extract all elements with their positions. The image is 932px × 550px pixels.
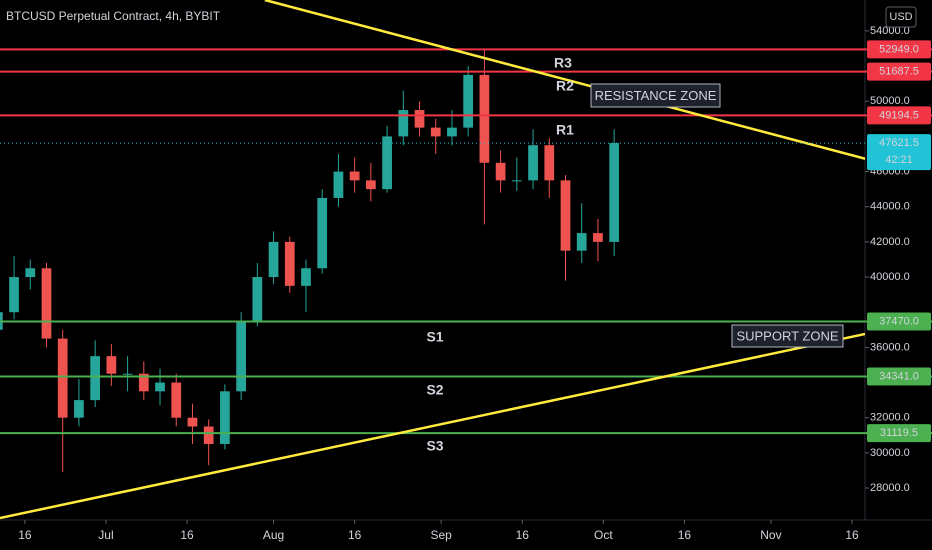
candle-body — [414, 110, 425, 128]
x-tick-label: 16 — [18, 528, 32, 542]
candle-body — [41, 268, 52, 339]
candle-body — [366, 180, 376, 190]
zone-box — [590, 83, 721, 108]
level-label: 49194.5 — [879, 109, 919, 121]
last-price-label: 47621.5 — [879, 137, 919, 149]
y-tick-label: 54000.0 — [870, 25, 910, 37]
y-tick-label: 44000.0 — [870, 201, 910, 213]
y-tick-label: 30000.0 — [870, 447, 910, 459]
candle-body — [528, 145, 538, 181]
candle-body — [301, 268, 311, 286]
x-tick-label: Sep — [430, 528, 452, 542]
level-annotation: R2 — [556, 78, 574, 94]
x-tick-label: Aug — [263, 528, 284, 542]
x-tick-label: Jul — [98, 528, 113, 542]
candle-body — [463, 74, 474, 128]
y-tick-label: 50000.0 — [870, 95, 910, 107]
y-tick-label: 32000.0 — [870, 412, 910, 424]
chart-title: BTCUSD Perpetual Contract, 4h, BYBIT — [6, 9, 221, 23]
candle-body — [268, 241, 279, 278]
level-label-box — [867, 40, 931, 59]
candle-body — [430, 127, 441, 137]
level-label: 37470.0 — [879, 315, 919, 327]
candle-body — [479, 74, 490, 163]
candle-body — [9, 277, 19, 313]
candle-body — [171, 382, 182, 418]
level-label-box — [867, 424, 931, 443]
level-annotation: S3 — [426, 438, 443, 454]
candle-body — [560, 180, 571, 251]
candle-body — [317, 197, 328, 269]
candle-body — [495, 162, 506, 181]
level-annotation: S2 — [426, 382, 443, 398]
level-label: 31119.5 — [880, 427, 918, 439]
candle-body — [25, 268, 36, 278]
candle-body — [106, 356, 117, 374]
x-tick-label: 16 — [348, 528, 362, 542]
level-annotation: S1 — [426, 329, 443, 345]
x-tick-label: 16 — [180, 528, 194, 542]
y-tick-label: 42000.0 — [870, 236, 910, 248]
level-label: 51687.5 — [879, 65, 919, 77]
x-tick-label: 16 — [678, 528, 692, 542]
candle-body — [252, 277, 263, 322]
candle-body — [511, 180, 522, 182]
candle-body — [576, 233, 587, 251]
level-label-box — [867, 106, 931, 125]
currency[interactable]: USD — [889, 11, 912, 23]
plot-area — [0, 0, 865, 520]
level-label-box — [867, 367, 931, 386]
currency-box[interactable] — [885, 6, 917, 28]
candle-body — [220, 391, 230, 445]
trendline — [0, 332, 865, 520]
candle-body — [187, 417, 198, 427]
x-tick-label: 16 — [845, 528, 859, 542]
candle-body — [544, 145, 555, 181]
candle-body — [382, 136, 392, 190]
level-label-box — [867, 312, 931, 331]
zone-label: RESISTANCE ZONE — [595, 88, 717, 103]
candle-body — [90, 356, 101, 401]
candle-body — [138, 373, 149, 392]
last-price-box — [867, 134, 931, 171]
level-label-box — [867, 62, 931, 81]
candle-body — [333, 171, 344, 198]
candle-body — [609, 143, 620, 242]
candle-body — [398, 110, 409, 137]
zone-box — [731, 324, 844, 348]
candle-body — [593, 233, 603, 242]
zone-label: SUPPORT ZONE — [736, 328, 838, 343]
x-tick-label: 16 — [516, 528, 530, 542]
candle-body — [236, 321, 246, 392]
level-label: 52949.0 — [879, 43, 919, 55]
x-tick-label: Oct — [594, 528, 613, 542]
level-annotation: R1 — [556, 122, 574, 138]
level-annotation: R3 — [554, 55, 572, 71]
candle-body — [74, 400, 84, 418]
y-tick-label: 28000.0 — [870, 482, 910, 494]
candle-body — [203, 426, 214, 445]
y-tick-label: 40000.0 — [870, 271, 910, 283]
overlay: 28000.0 30000.0 32000.0 36000.0 40000.0 42000… — [18, 25, 932, 542]
candle-body — [155, 382, 165, 392]
candle-body — [284, 241, 295, 286]
trendline — [264, 0, 865, 160]
candle-body — [122, 373, 133, 375]
candle-body — [447, 127, 457, 137]
y-tick-label: 36000.0 — [870, 341, 910, 353]
level-label: 34341.0 — [879, 370, 919, 382]
candle-body — [57, 338, 68, 418]
candle-body — [349, 171, 360, 181]
x-tick-label: Nov — [760, 528, 781, 542]
countdown: 42:21 — [885, 154, 913, 166]
